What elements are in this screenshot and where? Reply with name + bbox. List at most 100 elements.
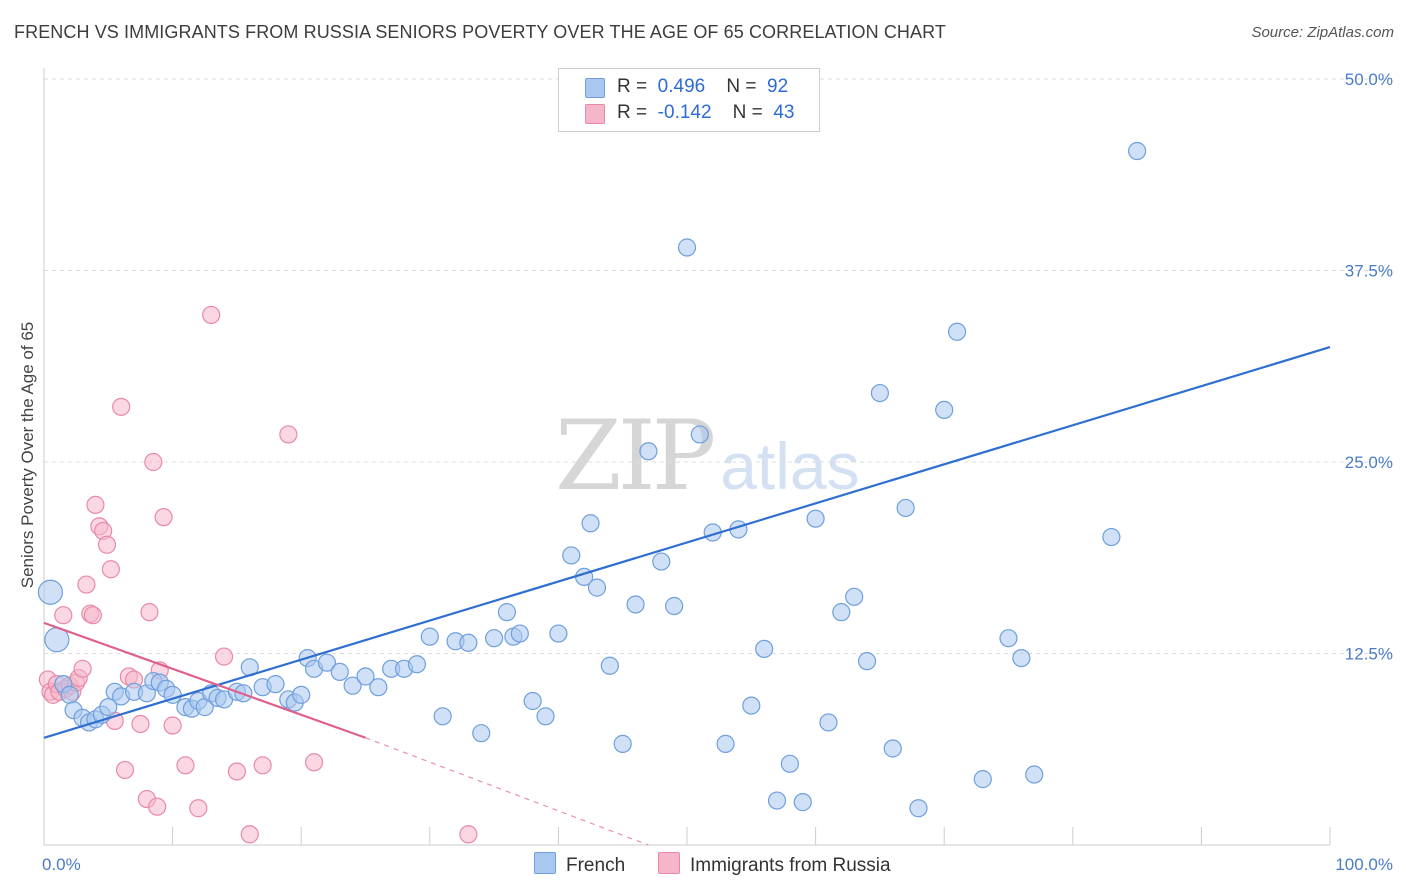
data-point [112, 397, 131, 416]
legend-r-label: R = [617, 76, 648, 97]
data-point [523, 691, 542, 711]
data-point [845, 587, 864, 606]
data-point [1102, 527, 1121, 547]
data-point [369, 678, 388, 697]
data-point [154, 508, 173, 527]
data-point [999, 629, 1018, 648]
data-point [639, 442, 658, 461]
data-point [163, 716, 182, 735]
data-point [677, 238, 697, 257]
data-point [131, 714, 150, 734]
data-point [99, 698, 118, 717]
data-point [581, 514, 600, 533]
bottom-legend-french: French [534, 852, 625, 876]
data-point [459, 825, 478, 844]
data-point [240, 825, 259, 844]
data-point [870, 383, 890, 403]
data-point [613, 734, 632, 753]
data-point [1127, 141, 1147, 161]
legend-n-value-russia: 43 [773, 102, 795, 123]
data-point [587, 578, 607, 597]
french-points [37, 141, 1147, 818]
data-point [626, 595, 645, 614]
data-point [97, 535, 117, 554]
data-point [485, 629, 504, 648]
data-point [857, 652, 877, 671]
grid-lines [44, 78, 1392, 654]
legend-r-value-french: 0.496 [657, 76, 706, 97]
x-tick-label-max: 100.0% [1335, 855, 1393, 874]
data-point [304, 753, 324, 772]
data-point [317, 653, 337, 672]
data-point [214, 647, 234, 666]
data-point [472, 724, 491, 743]
trend-line-russia-extension [365, 737, 649, 846]
data-point [148, 797, 167, 816]
data-point [690, 425, 709, 444]
y-tick-label: 12.5% [1345, 645, 1393, 664]
chart-title: FRENCH VS IMMIGRANTS FROM RUSSIA SENIORS… [14, 22, 946, 42]
data-point [549, 624, 568, 643]
data-point [459, 633, 478, 652]
trend-lines [43, 346, 1331, 846]
bottom-legend-russia: Immigrants from Russia [658, 852, 891, 876]
bottom-legend-label-french: French [566, 855, 626, 876]
data-point [420, 627, 439, 646]
data-point [652, 552, 671, 571]
data-point [189, 799, 208, 818]
data-point [356, 667, 375, 686]
legend-n-value-french: 92 [767, 76, 789, 97]
axes [43, 68, 1331, 846]
data-point [60, 685, 79, 704]
data-point [73, 659, 92, 678]
data-point [832, 603, 851, 622]
data-point [86, 495, 105, 514]
data-point [54, 606, 73, 625]
data-point [755, 639, 774, 659]
russia-points [38, 305, 478, 844]
data-point [83, 606, 102, 625]
data-point [665, 596, 684, 616]
data-point [37, 579, 64, 605]
y-tick-label: 25.0% [1345, 453, 1393, 472]
data-point [292, 685, 311, 704]
data-point [819, 713, 838, 732]
correlation-legend: R = 0.496 N = 92 R = -0.142 N = 43 [558, 68, 820, 132]
data-point [330, 662, 349, 681]
data-point [767, 791, 787, 810]
data-point [793, 793, 812, 812]
data-point [935, 400, 954, 420]
x-tick-label-min: 0.0% [42, 855, 81, 874]
data-point [115, 760, 135, 780]
data-point [536, 707, 555, 726]
data-point [407, 655, 427, 674]
data-point [497, 603, 517, 622]
bottom-legend-swatch-russia [658, 852, 680, 874]
data-point [806, 509, 825, 528]
data-point [77, 575, 96, 594]
data-point [716, 734, 735, 753]
data-point [742, 696, 761, 715]
y-tick-label: 50.0% [1345, 70, 1393, 89]
bottom-legend-swatch-french [534, 852, 556, 874]
data-point [343, 676, 362, 695]
data-point [433, 707, 452, 726]
data-point [1012, 648, 1031, 668]
bottom-legend-label-russia: Immigrants from Russia [690, 855, 891, 876]
trend-line-russia [43, 621, 366, 739]
legend-swatch-french [585, 78, 605, 98]
data-point [510, 624, 529, 643]
data-point [176, 756, 195, 775]
data-point [883, 739, 902, 758]
data-point [101, 560, 120, 579]
data-point [279, 425, 298, 444]
y-tick-label: 37.5% [1345, 262, 1393, 281]
legend-n-label: N = [726, 76, 757, 97]
legend-swatch-russia [585, 104, 605, 124]
data-point [253, 756, 272, 775]
data-point [973, 770, 992, 789]
legend-r-label: R = [617, 102, 648, 123]
data-point [896, 498, 915, 518]
data-point [144, 452, 163, 472]
